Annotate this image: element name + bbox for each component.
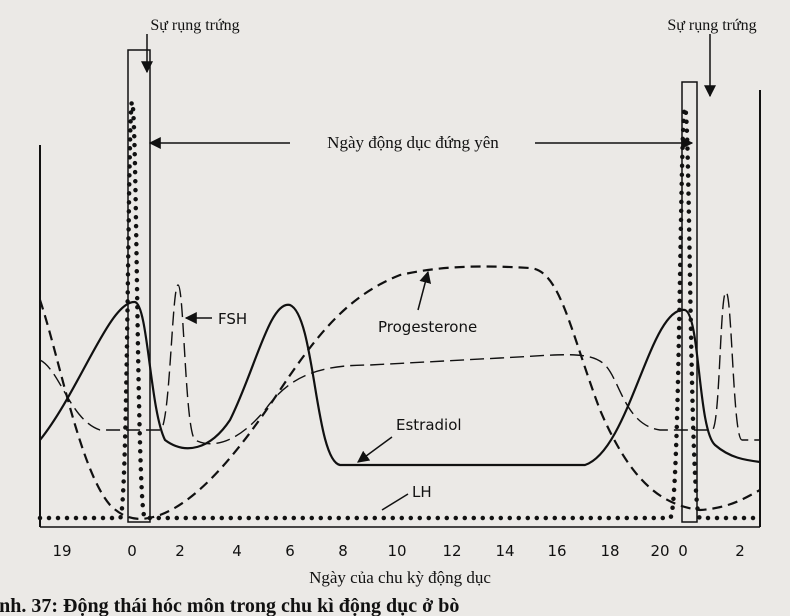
ovulation-box — [127, 49, 151, 523]
x-tick-label: 19 — [52, 542, 71, 560]
x-axis-title: Ngày của chu kỳ động dục — [309, 568, 491, 587]
x-tick-label: 6 — [285, 542, 295, 560]
ovulation-label: Sự rụng trứng — [150, 17, 239, 34]
x-tick-label: 12 — [442, 542, 461, 560]
axes — [39, 34, 761, 528]
caption: Hình. 37: Động thái hóc môn trong chu kì… — [0, 595, 459, 616]
estradiol-curve — [39, 300, 761, 467]
lh-label: LH — [412, 483, 432, 501]
x-tick-label: 14 — [495, 542, 514, 560]
estradiol-label: Estradiol — [396, 416, 462, 434]
ovulation-label: Sự rụng trứng — [667, 17, 756, 34]
x-tick-label: 18 — [600, 542, 619, 560]
lh-curve — [37, 99, 758, 521]
ovulation-box — [681, 81, 698, 523]
x-tick-label: 16 — [547, 542, 566, 560]
curves — [37, 99, 761, 521]
progesterone-curve — [38, 265, 761, 520]
x-tick-label: 20 — [650, 542, 669, 560]
x-tick-label: 0 — [127, 542, 137, 560]
x-tick-label: 8 — [338, 542, 348, 560]
progesterone-label: Progesterone — [378, 318, 477, 336]
fsh-curve — [39, 284, 760, 445]
x-tick-label: 2 — [175, 542, 185, 560]
x-tick-label: 4 — [232, 542, 242, 560]
standing-heat-label: Ngày động dục đứng yên — [327, 133, 499, 152]
x-tick-label: 2 — [735, 542, 745, 560]
x-ticks: 19 0 2 4 6 8 10 12 14 16 18 20 0 2 — [52, 542, 744, 560]
fsh-label: FSH — [218, 310, 247, 328]
x-tick-label: 0 — [678, 542, 688, 560]
x-tick-label: 10 — [387, 542, 406, 560]
